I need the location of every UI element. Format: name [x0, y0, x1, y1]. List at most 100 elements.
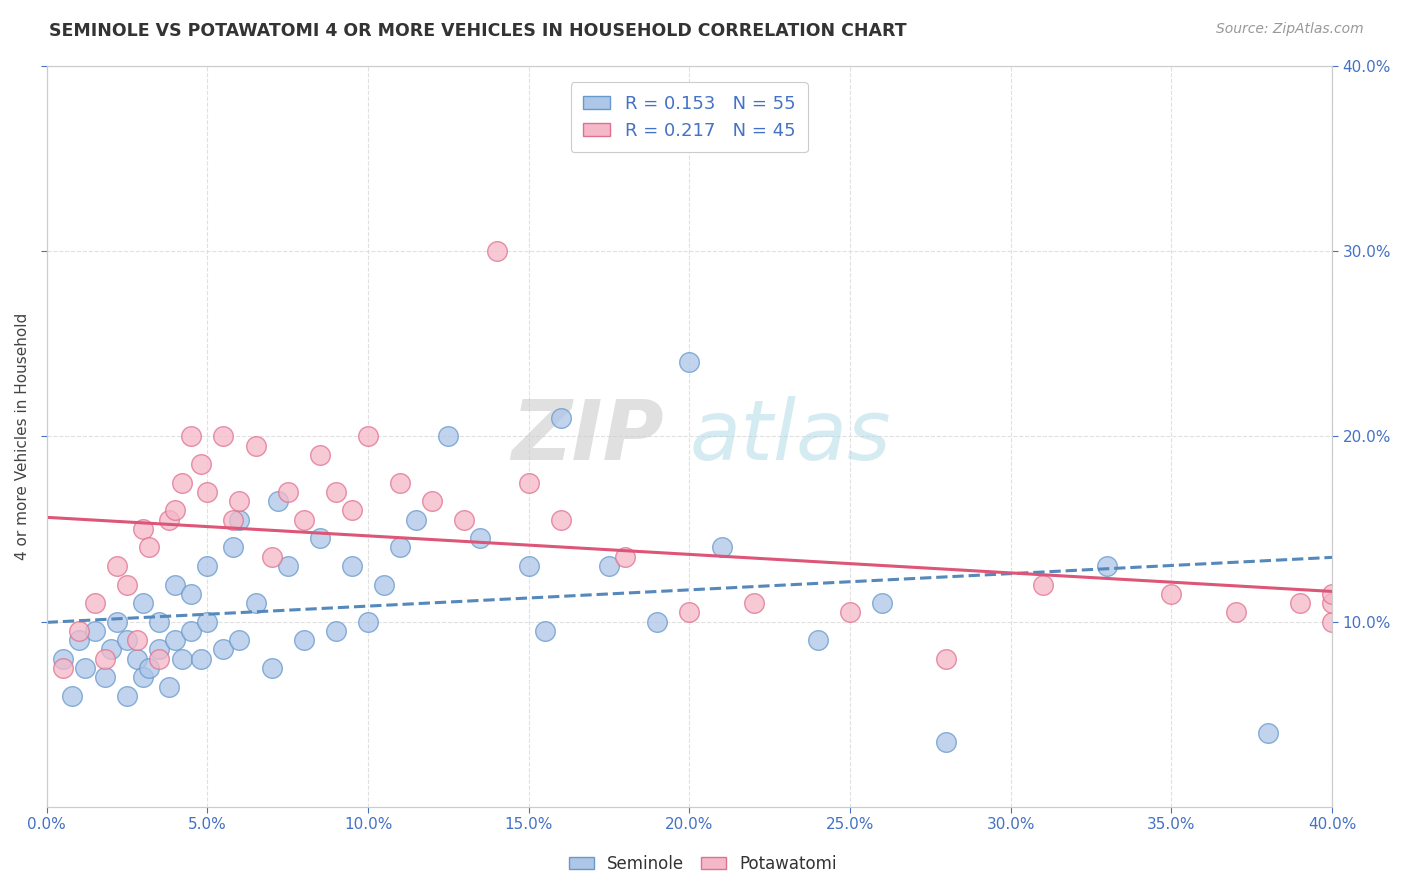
Point — [93, 670, 115, 684]
Point — [678, 606, 700, 620]
Point — [550, 410, 572, 425]
Point — [245, 596, 267, 610]
Point — [550, 513, 572, 527]
Point — [325, 624, 347, 638]
Point — [115, 689, 138, 703]
Point — [115, 633, 138, 648]
Point — [1320, 596, 1343, 610]
Point — [165, 577, 187, 591]
Point — [678, 355, 700, 369]
Point — [125, 633, 148, 648]
Point — [260, 549, 283, 564]
Point — [517, 475, 540, 490]
Point — [222, 541, 245, 555]
Point — [325, 484, 347, 499]
Point — [148, 615, 170, 629]
Point — [170, 475, 193, 490]
Point — [105, 615, 128, 629]
Text: Source: ZipAtlas.com: Source: ZipAtlas.com — [1216, 22, 1364, 37]
Point — [1320, 587, 1343, 601]
Point — [52, 661, 75, 675]
Point — [180, 624, 202, 638]
Point — [180, 429, 202, 443]
Point — [195, 484, 218, 499]
Point — [115, 577, 138, 591]
Point — [190, 651, 212, 665]
Point — [742, 596, 765, 610]
Point — [807, 633, 830, 648]
Point — [83, 596, 105, 610]
Point — [389, 475, 412, 490]
Point — [517, 559, 540, 574]
Point — [222, 513, 245, 527]
Point — [1320, 615, 1343, 629]
Point — [1032, 577, 1054, 591]
Point — [308, 448, 330, 462]
Point — [132, 522, 155, 536]
Text: SEMINOLE VS POTAWATOMI 4 OR MORE VEHICLES IN HOUSEHOLD CORRELATION CHART: SEMINOLE VS POTAWATOMI 4 OR MORE VEHICLE… — [49, 22, 907, 40]
Point — [598, 559, 620, 574]
Point — [870, 596, 893, 610]
Point — [212, 642, 235, 657]
Point — [228, 513, 250, 527]
Point — [1257, 726, 1279, 740]
Point — [1160, 587, 1182, 601]
Point — [485, 244, 508, 258]
Legend: R = 0.153   N = 55, R = 0.217   N = 45: R = 0.153 N = 55, R = 0.217 N = 45 — [571, 82, 808, 153]
Point — [470, 531, 492, 545]
Point — [260, 661, 283, 675]
Point — [195, 615, 218, 629]
Point — [60, 689, 83, 703]
Point — [453, 513, 475, 527]
Text: atlas: atlas — [689, 396, 891, 477]
Point — [165, 633, 187, 648]
Point — [935, 735, 957, 749]
Point — [125, 651, 148, 665]
Point — [935, 651, 957, 665]
Point — [277, 559, 299, 574]
Point — [100, 642, 122, 657]
Point — [267, 494, 290, 508]
Point — [138, 661, 160, 675]
Text: ZIP: ZIP — [510, 396, 664, 477]
Point — [1289, 596, 1312, 610]
Point — [614, 549, 637, 564]
Point — [83, 624, 105, 638]
Point — [67, 633, 90, 648]
Point — [357, 615, 380, 629]
Point — [340, 503, 363, 517]
Point — [148, 642, 170, 657]
Point — [1225, 606, 1247, 620]
Point — [277, 484, 299, 499]
Point — [340, 559, 363, 574]
Point — [75, 661, 97, 675]
Point — [195, 559, 218, 574]
Point — [245, 439, 267, 453]
Point — [405, 513, 427, 527]
Point — [170, 651, 193, 665]
Point — [292, 633, 315, 648]
Point — [533, 624, 555, 638]
Point — [132, 670, 155, 684]
Point — [420, 494, 443, 508]
Point — [1095, 559, 1118, 574]
Point — [67, 624, 90, 638]
Point — [228, 494, 250, 508]
Point — [52, 651, 75, 665]
Point — [839, 606, 862, 620]
Point — [710, 541, 733, 555]
Point — [165, 503, 187, 517]
Point — [180, 587, 202, 601]
Point — [105, 559, 128, 574]
Legend: Seminole, Potawatomi: Seminole, Potawatomi — [562, 848, 844, 880]
Y-axis label: 4 or more Vehicles in Household: 4 or more Vehicles in Household — [15, 313, 30, 560]
Point — [645, 615, 668, 629]
Point — [132, 596, 155, 610]
Point — [212, 429, 235, 443]
Point — [148, 651, 170, 665]
Point — [357, 429, 380, 443]
Point — [373, 577, 395, 591]
Point — [308, 531, 330, 545]
Point — [157, 680, 180, 694]
Point — [292, 513, 315, 527]
